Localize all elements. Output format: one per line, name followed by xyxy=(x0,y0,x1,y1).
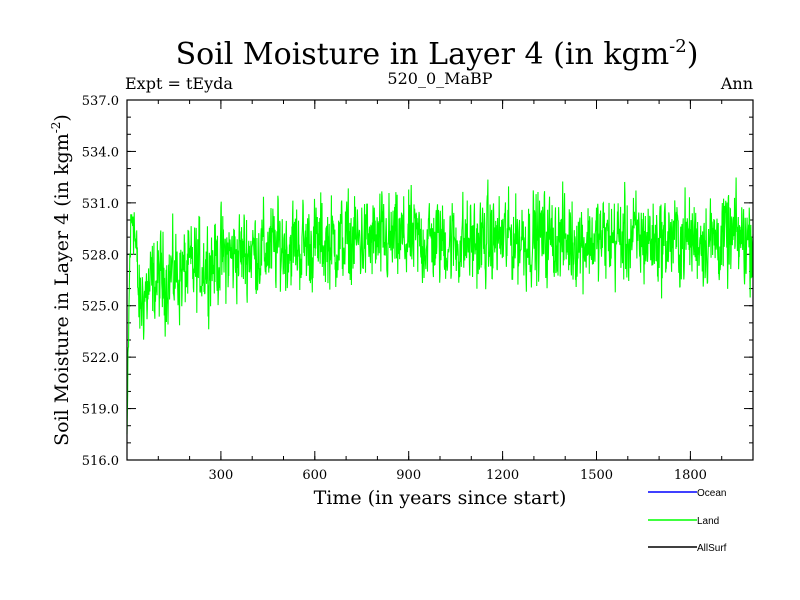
series-line-land xyxy=(126,177,754,435)
legend: Ocean Land AllSurf xyxy=(648,488,727,554)
x-tick-label: 1500 xyxy=(580,468,613,483)
y-tick-label: 528.0 xyxy=(82,248,119,263)
subtitle-center: 520_0_MaBP xyxy=(387,69,492,88)
legend-label-allsurf: AllSurf xyxy=(697,543,727,554)
x-tick-label: 900 xyxy=(396,468,421,483)
x-tick-label: 1800 xyxy=(674,468,707,483)
plot-frame xyxy=(126,99,754,461)
axis-ticks: 300 600 900 1200 1500 1800 516.0 519.0 522.0 525.… xyxy=(82,94,753,483)
subtitle-left: Expt = tEyda xyxy=(125,74,233,93)
plot-area xyxy=(126,177,754,435)
plot-frame-group xyxy=(126,99,754,461)
x-axis-label: Time (in years since start) xyxy=(314,487,567,509)
legend-label-land: Land xyxy=(697,516,719,527)
y-axis-label-sup: -2 xyxy=(49,122,63,134)
y-tick-label: 531.0 xyxy=(82,197,119,212)
y-tick-label: 537.0 xyxy=(82,94,119,109)
y-tick-label: 534.0 xyxy=(82,145,119,160)
y-axis-label-main: Soil Moisture in Layer 4 (in kgm xyxy=(51,133,73,446)
y-tick-label: 516.0 xyxy=(82,454,119,469)
x-tick-label: 600 xyxy=(302,468,327,483)
y-tick-label: 522.0 xyxy=(82,351,119,366)
x-tick-label: 300 xyxy=(208,468,233,483)
y-tick-label: 525.0 xyxy=(82,300,119,315)
y-axis-label-end: ) xyxy=(51,114,73,121)
subtitle-right: Ann xyxy=(720,74,753,93)
chart-title-sup: -2 xyxy=(669,36,687,57)
chart-title-main: Soil Moisture in Layer 4 (in kgm xyxy=(176,37,670,72)
chart-title: Soil Moisture in Layer 4 (in kgm-2) xyxy=(176,36,699,72)
y-tick-label: 519.0 xyxy=(82,403,119,418)
x-tick-label: 1200 xyxy=(486,468,519,483)
chart-title-end: ) xyxy=(687,37,699,72)
legend-label-ocean: Ocean xyxy=(697,488,726,499)
y-axis-label: Soil Moisture in Layer 4 (in kgm-2) xyxy=(49,114,73,446)
